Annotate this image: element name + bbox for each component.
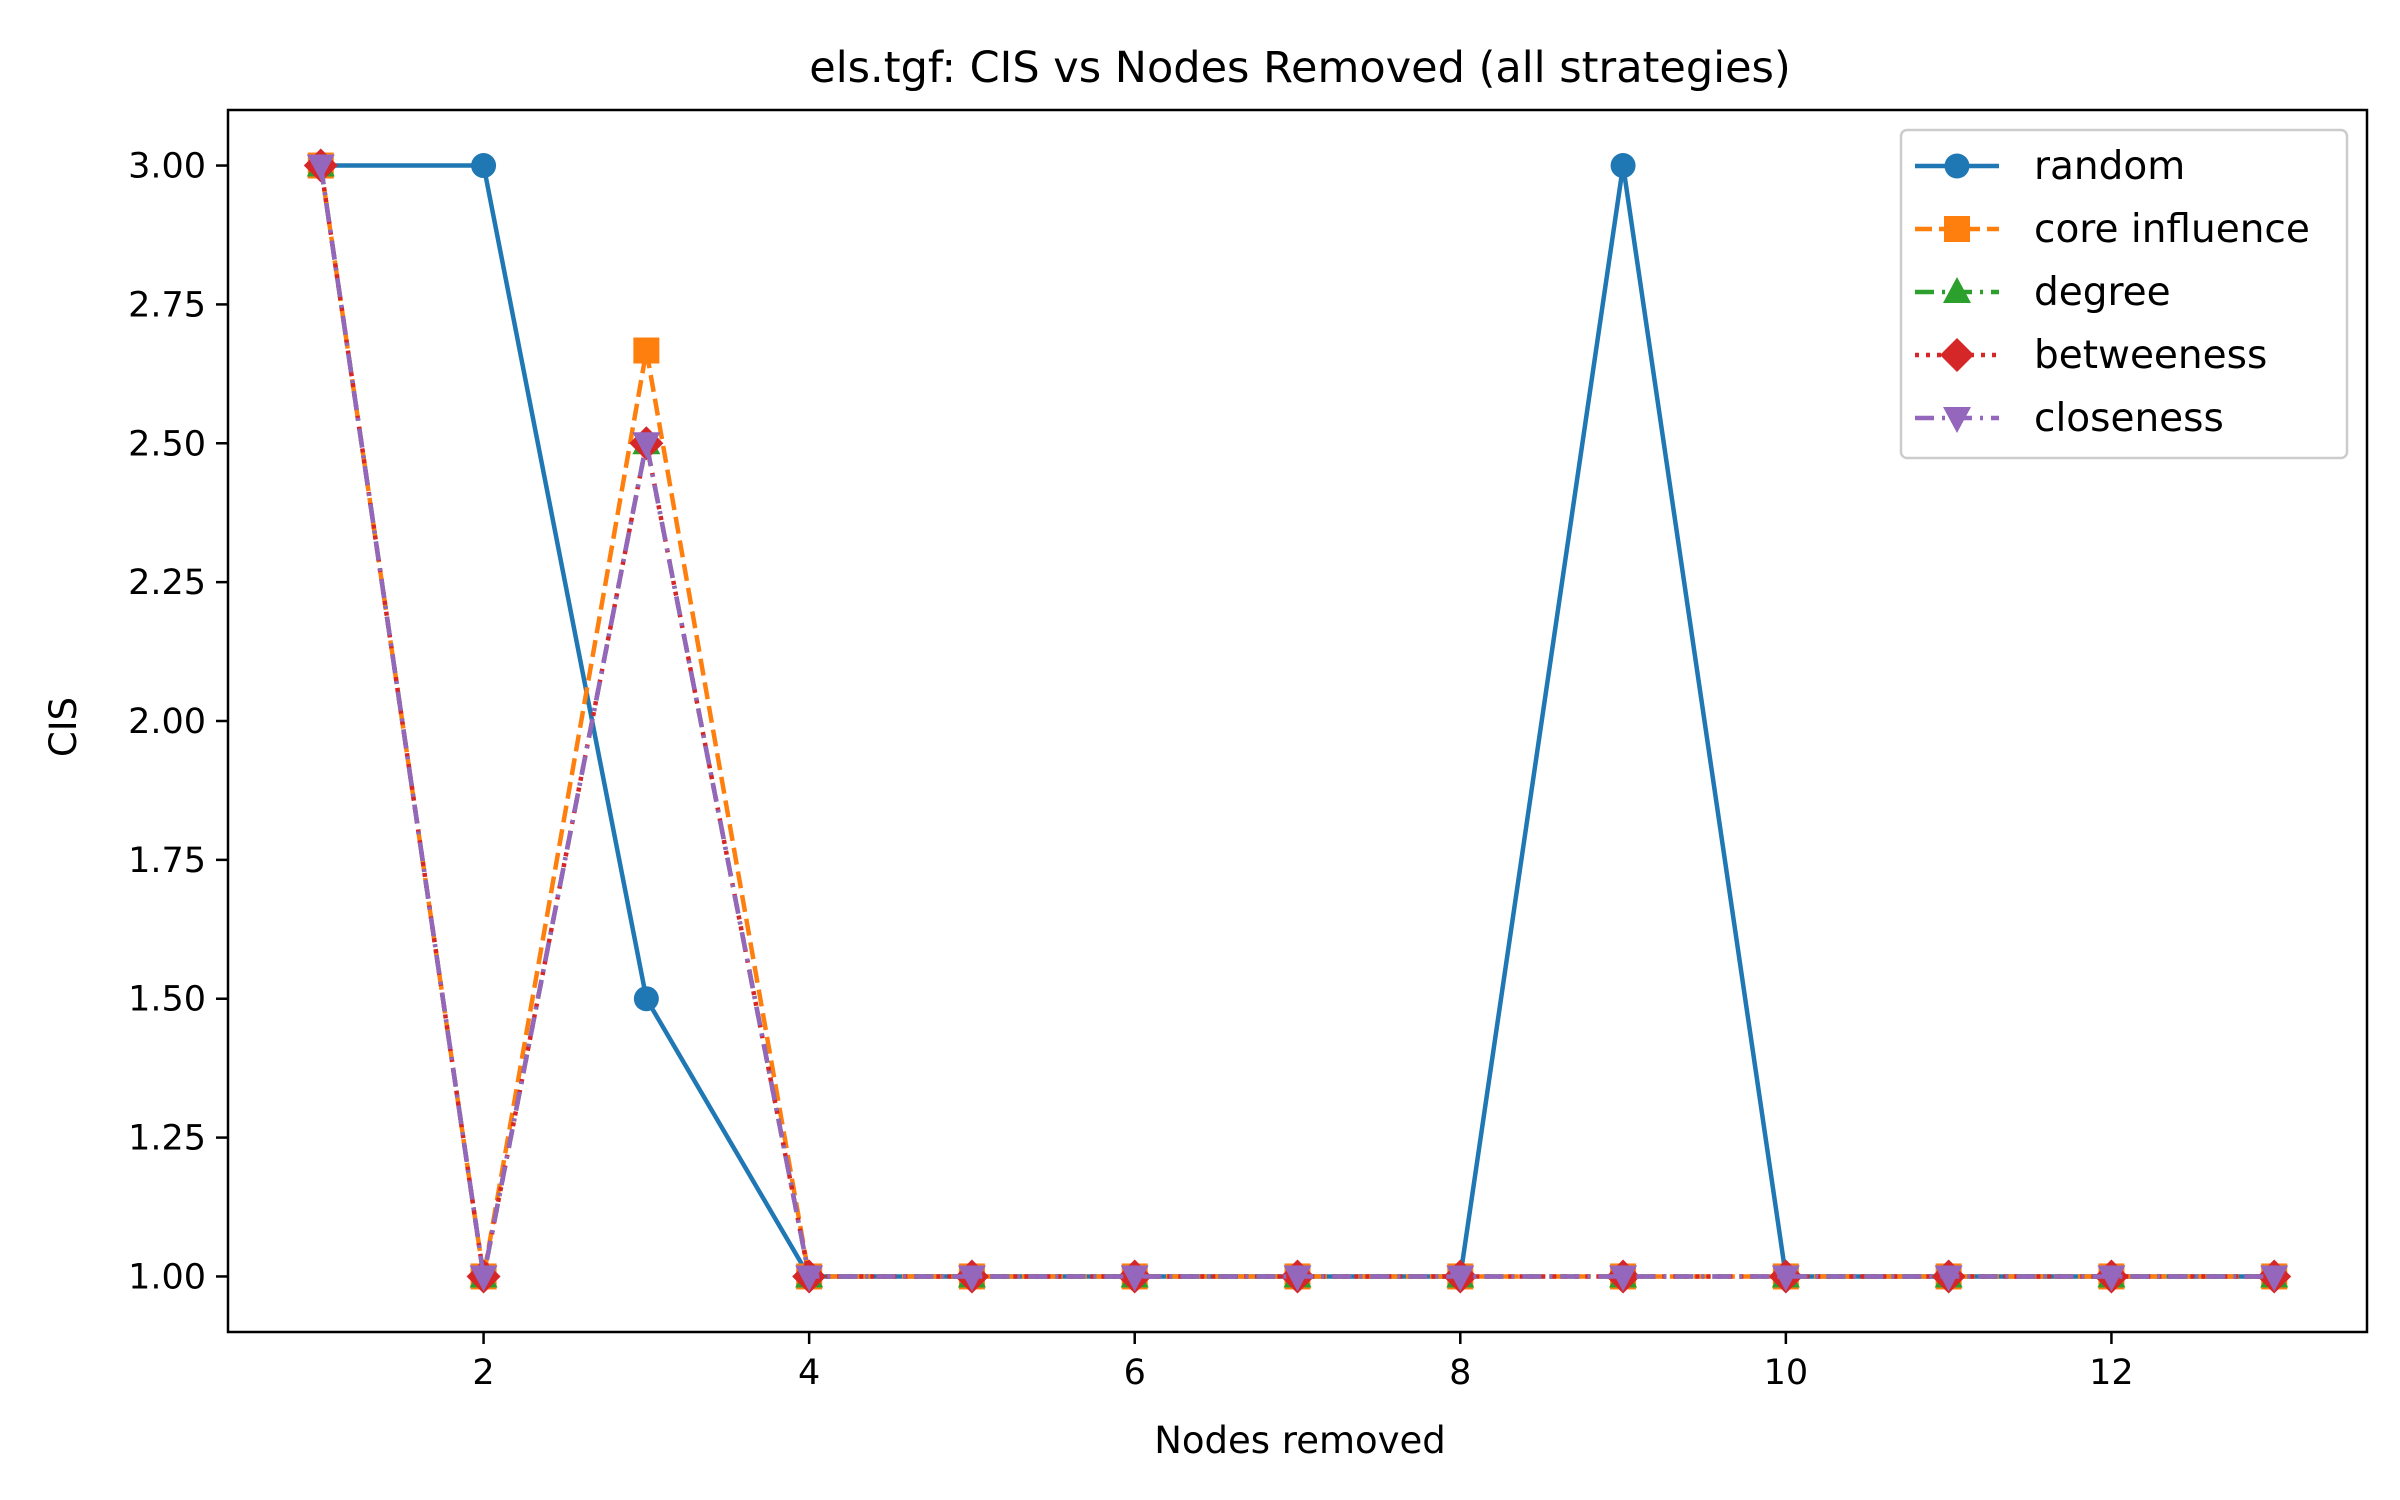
y-tick-label: 3.00: [128, 147, 206, 187]
legend-item: degree: [1915, 270, 2171, 315]
data-point: [632, 432, 661, 459]
data-point: [469, 1265, 498, 1292]
data-point: [2260, 1265, 2289, 1292]
data-point: [957, 1265, 986, 1292]
y-axis-label: CIS: [42, 697, 85, 757]
x-tick-label: 6: [1124, 1353, 1146, 1393]
data-point: [1120, 1265, 1149, 1292]
legend-label: random: [2034, 144, 2185, 189]
data-point: [1934, 1265, 1963, 1292]
series-closeness: [306, 154, 2289, 1292]
data-point: [1283, 1265, 1312, 1292]
x-axis-label: Nodes removed: [1154, 1419, 1446, 1462]
legend-item: random: [1915, 144, 2185, 189]
data-point: [1771, 1265, 1800, 1292]
x-tick-label: 4: [798, 1353, 820, 1393]
legend-marker: [1943, 277, 1971, 303]
y-tick-label: 1.25: [128, 1119, 206, 1159]
data-point: [1446, 1265, 1475, 1292]
legend-item: closeness: [1915, 396, 2224, 441]
data-point: [2097, 1265, 2126, 1292]
legend-marker: [1943, 407, 1971, 433]
data-point: [1610, 153, 1636, 179]
y-tick-label: 2.75: [128, 285, 206, 325]
data-point: [471, 153, 497, 179]
data-point: [795, 1265, 824, 1292]
y-tick-label: 1.00: [128, 1257, 206, 1297]
data-point: [633, 337, 660, 364]
legend-marker: [1944, 216, 1970, 242]
legend: random core influence degree betweeness clos…: [1899, 128, 2349, 460]
legend-label: degree: [2034, 270, 2171, 315]
x-tick-label: 10: [1764, 1353, 1809, 1393]
legend-marker: [1944, 153, 1970, 179]
legend-label: core influence: [2034, 207, 2310, 252]
legend-label: betweeness: [2034, 333, 2267, 378]
legend-item: betweeness: [1915, 333, 2267, 378]
chart-title: els.tgf: CIS vs Nodes Removed (all strat…: [809, 43, 1791, 93]
plot-area: 2 4 6 8 10 12 1.00 1.25 1.50 1.75 2.00 2.25 2.50 2.75…: [128, 108, 2369, 1393]
legend-label: closeness: [2034, 396, 2224, 441]
data-point: [306, 154, 335, 181]
y-tick-label: 2.50: [128, 424, 206, 464]
x-tick-label: 2: [472, 1353, 494, 1393]
y-tick-label: 1.75: [128, 841, 206, 881]
x-tick-label: 8: [1449, 1353, 1471, 1393]
y-tick-label: 1.50: [128, 980, 206, 1020]
data-point: [1609, 1265, 1638, 1292]
data-point: [633, 986, 659, 1012]
x-tick-label: 12: [2089, 1353, 2134, 1393]
legend-marker: [1940, 338, 1974, 372]
legend-box: [1899, 128, 2349, 460]
y-tick-label: 2.25: [128, 563, 206, 603]
legend-item: core influence: [1915, 207, 2310, 252]
y-tick-label: 2.00: [128, 702, 206, 742]
